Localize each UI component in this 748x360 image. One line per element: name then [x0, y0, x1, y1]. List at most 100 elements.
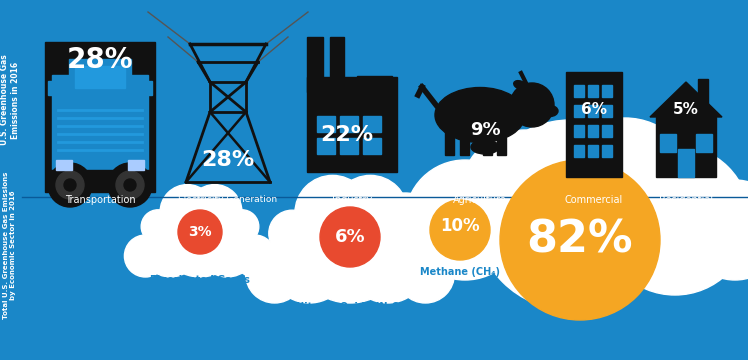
Circle shape [635, 160, 675, 200]
Text: 6%: 6% [334, 228, 365, 246]
Circle shape [178, 210, 222, 254]
Ellipse shape [471, 140, 499, 154]
Circle shape [108, 163, 152, 207]
FancyBboxPatch shape [696, 134, 712, 152]
Circle shape [124, 179, 136, 191]
FancyBboxPatch shape [497, 120, 506, 155]
FancyBboxPatch shape [602, 85, 612, 97]
FancyBboxPatch shape [483, 120, 492, 155]
FancyBboxPatch shape [48, 81, 55, 95]
Circle shape [740, 213, 748, 273]
Text: Carbon Dioxide (CO₂): Carbon Dioxide (CO₂) [518, 322, 642, 332]
Text: Electricity Generation: Electricity Generation [179, 195, 278, 204]
Circle shape [141, 210, 175, 243]
FancyBboxPatch shape [317, 138, 335, 154]
Text: 10%: 10% [440, 217, 479, 235]
Text: Total U.S. Greenhouse Gas Emissions
by Economic Sector in 2016: Total U.S. Greenhouse Gas Emissions by E… [4, 171, 16, 319]
FancyBboxPatch shape [602, 125, 612, 137]
Circle shape [396, 245, 454, 303]
FancyBboxPatch shape [75, 66, 125, 88]
FancyBboxPatch shape [602, 145, 612, 157]
Text: 28%: 28% [67, 46, 133, 74]
Circle shape [124, 235, 166, 277]
Circle shape [500, 160, 660, 320]
Circle shape [64, 179, 76, 191]
Text: Transportation: Transportation [64, 195, 135, 205]
Circle shape [56, 171, 84, 199]
FancyBboxPatch shape [340, 116, 358, 132]
Circle shape [292, 187, 408, 303]
Text: 82%: 82% [527, 219, 634, 261]
Circle shape [116, 171, 144, 199]
Polygon shape [650, 82, 722, 117]
Circle shape [198, 218, 257, 277]
Ellipse shape [435, 87, 525, 143]
FancyBboxPatch shape [357, 76, 392, 84]
FancyBboxPatch shape [340, 138, 358, 154]
Circle shape [686, 160, 730, 204]
FancyBboxPatch shape [460, 120, 469, 155]
Text: 28%: 28% [201, 150, 254, 170]
FancyBboxPatch shape [52, 75, 148, 175]
FancyBboxPatch shape [50, 170, 150, 185]
FancyBboxPatch shape [317, 116, 335, 132]
Text: 9%: 9% [470, 121, 500, 139]
FancyBboxPatch shape [145, 81, 152, 95]
FancyBboxPatch shape [588, 125, 598, 137]
Text: 3%: 3% [188, 225, 212, 239]
Text: U.S. Greenhouse Gas
Emissions in 2016: U.S. Greenhouse Gas Emissions in 2016 [0, 55, 19, 145]
Text: Residential: Residential [659, 195, 713, 205]
Circle shape [141, 218, 200, 277]
Circle shape [430, 200, 490, 260]
Text: 22%: 22% [320, 125, 373, 145]
FancyBboxPatch shape [363, 138, 381, 154]
Text: Industry: Industry [332, 195, 372, 205]
Circle shape [160, 185, 215, 239]
Circle shape [347, 222, 429, 303]
Text: Agriculture: Agriculture [453, 195, 507, 205]
FancyBboxPatch shape [656, 117, 716, 177]
FancyBboxPatch shape [574, 125, 584, 137]
FancyBboxPatch shape [128, 160, 144, 170]
FancyBboxPatch shape [510, 98, 532, 120]
Text: Methane (CH₄): Methane (CH₄) [420, 267, 500, 277]
FancyBboxPatch shape [307, 37, 323, 92]
Circle shape [158, 193, 242, 277]
FancyBboxPatch shape [660, 134, 676, 152]
Ellipse shape [542, 105, 558, 117]
Circle shape [269, 210, 315, 257]
FancyBboxPatch shape [69, 59, 131, 91]
Circle shape [460, 130, 590, 260]
Text: 6%: 6% [581, 103, 607, 117]
Text: 5%: 5% [673, 103, 699, 117]
Circle shape [510, 83, 554, 127]
FancyBboxPatch shape [445, 120, 454, 155]
FancyBboxPatch shape [363, 116, 381, 132]
FancyBboxPatch shape [588, 105, 598, 117]
FancyBboxPatch shape [574, 105, 584, 117]
Circle shape [384, 210, 431, 257]
Circle shape [48, 163, 92, 207]
FancyBboxPatch shape [588, 145, 598, 157]
FancyBboxPatch shape [588, 85, 598, 97]
Text: Commercial: Commercial [565, 195, 623, 205]
Circle shape [269, 222, 350, 303]
Circle shape [363, 193, 447, 277]
Text: Nitrous Oxide (N₂O): Nitrous Oxide (N₂O) [295, 302, 404, 312]
Circle shape [188, 185, 242, 239]
FancyBboxPatch shape [698, 79, 708, 107]
FancyBboxPatch shape [56, 160, 72, 170]
FancyBboxPatch shape [307, 77, 397, 172]
Circle shape [685, 180, 748, 280]
FancyBboxPatch shape [566, 72, 622, 177]
Circle shape [475, 120, 665, 310]
Circle shape [405, 160, 525, 280]
FancyBboxPatch shape [678, 149, 694, 177]
Circle shape [295, 175, 370, 251]
Ellipse shape [514, 81, 527, 89]
Circle shape [553, 118, 697, 262]
Circle shape [233, 235, 275, 277]
FancyBboxPatch shape [45, 42, 155, 192]
Circle shape [652, 150, 708, 206]
Circle shape [600, 145, 748, 295]
